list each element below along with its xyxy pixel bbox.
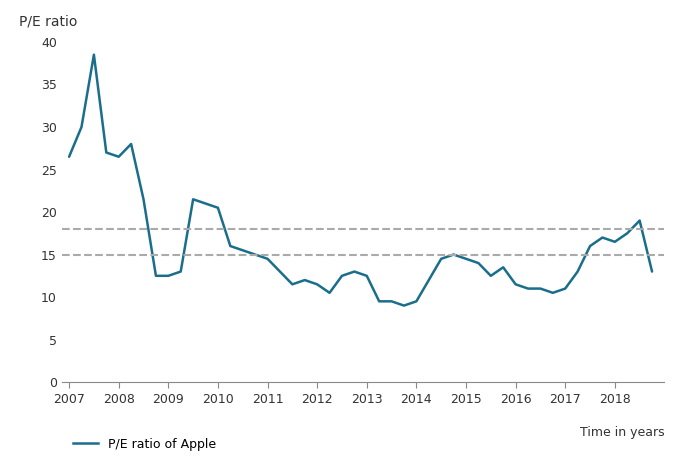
Legend: P/E ratio of Apple: P/E ratio of Apple	[68, 432, 221, 456]
Text: Time in years: Time in years	[580, 426, 664, 439]
Text: P/E ratio: P/E ratio	[19, 14, 78, 28]
